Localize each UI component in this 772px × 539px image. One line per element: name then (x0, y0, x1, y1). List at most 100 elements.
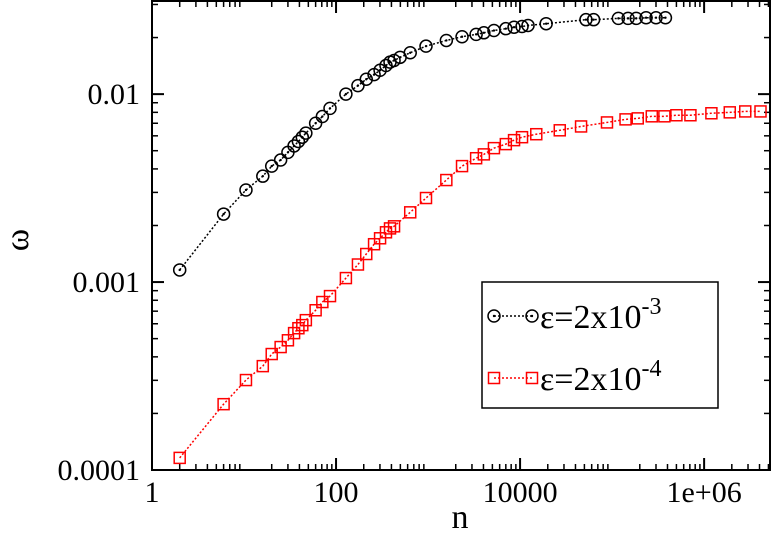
marker-ring (439, 33, 454, 48)
marker (487, 371, 501, 385)
marker (515, 130, 529, 144)
marker-ring (649, 10, 663, 25)
marker-dot (328, 107, 332, 110)
marker-dot (544, 22, 548, 25)
marker (299, 313, 313, 327)
marker-dot (512, 26, 516, 29)
marker (539, 16, 553, 31)
legend: ε=2x10-3 ε=2x10-4 (481, 281, 719, 409)
marker-dot (492, 29, 496, 32)
marker-dot (617, 17, 620, 20)
marker-ring (351, 78, 365, 93)
marker-dot (474, 33, 478, 36)
marker (403, 46, 417, 60)
marker (739, 105, 752, 118)
marker (239, 373, 253, 387)
marker-dot (178, 268, 181, 272)
marker-dot (344, 92, 348, 96)
marker (574, 120, 588, 133)
marker-ring (477, 26, 491, 40)
marker (265, 347, 278, 361)
marker-dot (492, 314, 496, 318)
marker (723, 106, 737, 119)
marker-dot (626, 17, 630, 20)
y-tick-label: 0.0001 (58, 454, 141, 487)
marker-ring (487, 309, 501, 323)
marker (264, 159, 279, 173)
marker-dot (222, 212, 225, 216)
marker-ring (308, 116, 323, 130)
marker-ring (455, 29, 469, 44)
marker (359, 72, 374, 86)
plot-frame (151, 0, 771, 471)
marker (292, 321, 305, 335)
marker (553, 124, 567, 137)
marker-ring (579, 12, 593, 27)
marker-dot (635, 17, 638, 20)
marker (256, 169, 270, 183)
marker-dot (270, 164, 273, 168)
marker (216, 207, 231, 221)
marker-dot (530, 314, 534, 318)
marker (274, 340, 287, 354)
marker (619, 113, 632, 126)
marker (658, 10, 673, 25)
marker (351, 78, 365, 93)
marker (469, 27, 483, 42)
marker-dot (526, 24, 530, 27)
marker (360, 247, 373, 261)
x-tick-label: 1 (145, 476, 160, 509)
marker-ring (629, 11, 643, 26)
marker-ring (525, 309, 539, 323)
marker-ring (611, 11, 626, 26)
marker-ring (172, 263, 187, 277)
marker-dot (409, 51, 412, 54)
marker (670, 109, 683, 122)
marker (487, 141, 501, 155)
x-tick-label: 10000 (483, 476, 558, 509)
marker-ring (216, 207, 231, 221)
y-axis-label: ω (0, 229, 36, 251)
marker-ring (291, 134, 306, 149)
marker (579, 12, 593, 27)
marker (754, 105, 767, 118)
marker (507, 133, 521, 147)
marker (439, 33, 454, 48)
marker-dot (424, 44, 428, 48)
marker (173, 451, 186, 465)
marker (645, 110, 659, 123)
x-axis-label: n (452, 499, 469, 536)
marker-ring (403, 46, 417, 60)
marker (639, 10, 653, 25)
legend-box (481, 281, 719, 409)
marker-dot (504, 27, 508, 30)
marker (586, 12, 601, 27)
x-tick-label: 1e+06 (666, 476, 741, 509)
marker-dot (592, 18, 595, 21)
marker (419, 39, 433, 53)
marker-ring (521, 18, 535, 33)
marker-ring (658, 10, 673, 25)
marker-dot (279, 158, 282, 162)
marker-dot (644, 16, 648, 19)
marker-ring (639, 10, 653, 25)
marker-ring (359, 72, 374, 86)
marker (525, 309, 539, 323)
marker (499, 21, 513, 36)
legend-label: ε=2x10-4 (540, 356, 661, 398)
marker (455, 159, 469, 173)
marker (705, 107, 718, 120)
marker (323, 101, 337, 116)
marker (273, 153, 288, 167)
marker (507, 20, 521, 34)
marker-dot (398, 56, 402, 59)
marker-dot (460, 35, 464, 38)
x-tick-label: 100 (314, 476, 359, 509)
marker-dot (365, 78, 368, 81)
marker-dot (482, 31, 486, 35)
marker-dot (286, 151, 290, 154)
marker-dot (445, 39, 448, 42)
marker (217, 397, 230, 411)
marker-ring (273, 153, 288, 167)
